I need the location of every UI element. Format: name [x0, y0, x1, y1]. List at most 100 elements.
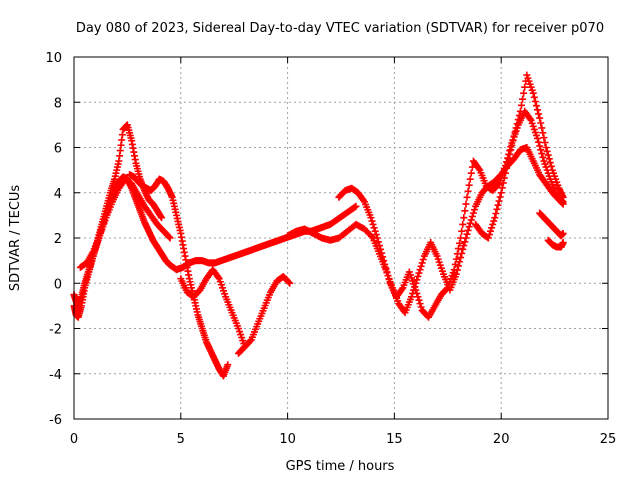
- data-point: [509, 137, 517, 145]
- y-tick-label: 2: [54, 232, 62, 247]
- data-point: [465, 223, 473, 231]
- data-point: [538, 150, 546, 158]
- data-point: [413, 276, 421, 284]
- data-point: [532, 102, 540, 110]
- x-tick-label: 5: [177, 432, 185, 447]
- x-tick-label: 10: [279, 432, 296, 447]
- data-point: [458, 227, 466, 235]
- y-tick-label: 6: [54, 142, 62, 157]
- data-point: [457, 254, 465, 262]
- data-point: [494, 181, 502, 189]
- data-point: [285, 278, 293, 286]
- series-arc-6: [234, 272, 294, 357]
- data-point: [516, 107, 524, 115]
- data-point: [521, 83, 529, 91]
- data-point: [415, 296, 423, 304]
- data-point: [380, 257, 388, 265]
- data-point: [466, 219, 474, 227]
- data-point: [416, 266, 424, 274]
- data-point: [531, 97, 539, 105]
- data-point: [414, 293, 422, 301]
- data-point: [545, 155, 553, 163]
- data-point: [466, 175, 474, 183]
- data-point: [416, 300, 424, 308]
- data-point: [501, 169, 509, 177]
- data-point: [459, 220, 467, 228]
- data-point: [158, 214, 166, 222]
- data-point: [475, 165, 483, 173]
- data-point: [469, 209, 477, 217]
- data-point: [224, 361, 232, 369]
- data-point: [530, 93, 538, 101]
- data-point: [414, 272, 422, 280]
- data-point: [407, 293, 415, 301]
- data-point: [379, 253, 387, 261]
- data-point: [453, 250, 461, 258]
- data-point: [166, 234, 174, 242]
- data-point: [515, 111, 523, 119]
- data-point: [443, 285, 451, 293]
- data-point: [541, 139, 549, 147]
- data-point: [378, 249, 386, 257]
- data-point: [539, 153, 547, 161]
- data-point: [547, 162, 555, 170]
- data-point: [536, 114, 544, 122]
- y-tick-label: 10: [45, 51, 62, 66]
- data-point: [352, 202, 360, 210]
- series-arc-8: [335, 107, 567, 321]
- y-tick-label: -6: [49, 413, 62, 428]
- data-point: [534, 106, 542, 114]
- data-point: [454, 262, 462, 270]
- data-point: [463, 193, 471, 201]
- data-point: [369, 220, 377, 228]
- data-point: [529, 89, 537, 97]
- data-point: [461, 207, 469, 215]
- data-point: [495, 197, 503, 205]
- data-point: [374, 238, 382, 246]
- data-point: [497, 189, 505, 197]
- data-point: [450, 266, 458, 274]
- data-point: [471, 206, 478, 214]
- x-tick-label: 15: [386, 432, 403, 447]
- y-axis-label: SDTVAR / TECUs: [8, 185, 23, 292]
- data-point: [499, 179, 507, 187]
- data-point: [413, 289, 421, 297]
- data-point: [559, 239, 567, 247]
- data-point: [546, 159, 554, 167]
- data-point: [451, 260, 459, 268]
- data-point: [460, 214, 468, 222]
- data-point: [540, 134, 548, 142]
- data-point: [214, 273, 222, 281]
- x-tick-label: 20: [493, 432, 510, 447]
- data-point: [484, 234, 492, 242]
- data-point: [467, 169, 475, 177]
- data-point: [462, 200, 470, 208]
- data-point: [372, 231, 380, 239]
- data-point: [503, 164, 511, 172]
- data-point: [494, 201, 502, 209]
- data-point: [489, 220, 497, 228]
- data-point: [534, 134, 542, 142]
- data-point: [535, 110, 543, 118]
- series-arc-11: [544, 236, 567, 251]
- data-point: [456, 239, 464, 247]
- x-axis-label: GPS time / hours: [286, 459, 395, 474]
- data-point: [490, 217, 498, 225]
- data-point: [373, 234, 381, 242]
- data-point: [385, 275, 393, 283]
- data-point: [457, 234, 465, 242]
- data-point: [536, 142, 544, 150]
- data-points: [70, 71, 567, 380]
- data-point: [384, 272, 392, 280]
- data-point: [246, 337, 254, 345]
- y-tick-label: -2: [49, 323, 62, 338]
- data-point: [511, 128, 519, 136]
- data-point: [370, 224, 378, 232]
- chart-title: Day 080 of 2023, Sidereal Day-to-day VTE…: [76, 21, 604, 36]
- data-point: [519, 95, 527, 103]
- data-point: [513, 120, 521, 128]
- data-point: [465, 181, 473, 189]
- data-point: [375, 242, 383, 250]
- data-point: [464, 187, 472, 195]
